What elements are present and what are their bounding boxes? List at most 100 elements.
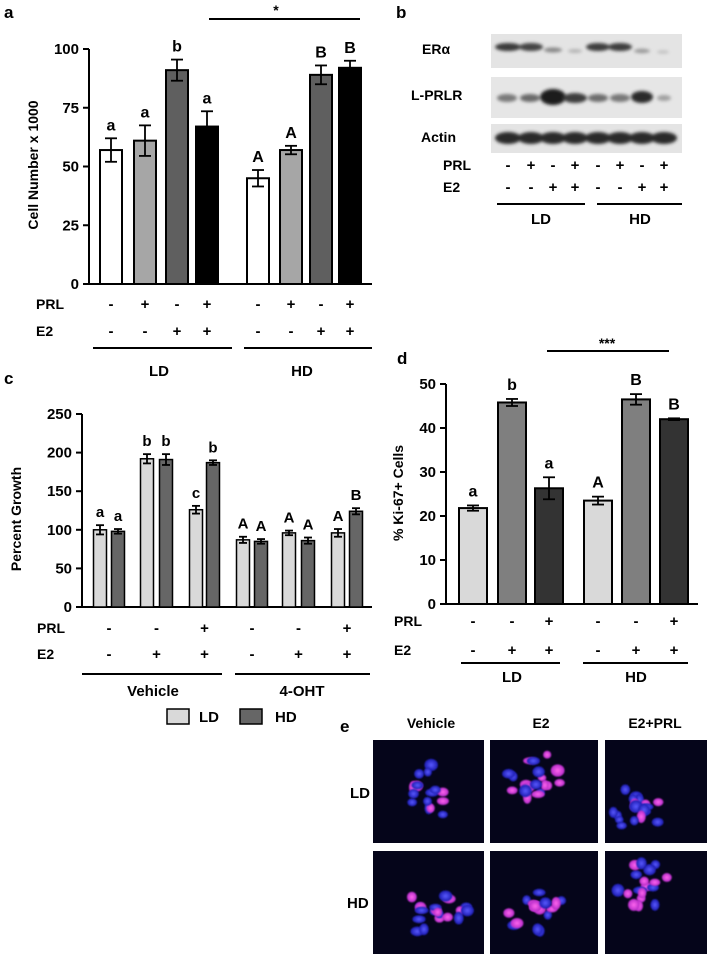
panel-c-legend: LD HD [166,708,297,726]
dapi-nucleus [608,806,618,818]
panel-a-bar [338,66,362,285]
panel-d-ld-group-label: LD [502,669,522,686]
panel-d-e2-label: E2 [394,642,411,658]
panel-a-ld-group-label: LD [149,363,169,380]
panel-c-bar-letter: b [161,433,170,450]
panel-c-bar-ld [188,508,204,608]
ki67-positive-nucleus [623,889,633,899]
panel-b-prl-sign: + [527,157,536,174]
panel-c-bar-letter: a [114,508,123,525]
panel-d-y-ticks: 0 10 20 30 40 50 [419,376,446,613]
panel-c-y-tick-label: 100 [47,522,72,539]
panel-a-prl-sign: - [256,296,261,313]
panel-b-e2-sign: - [506,179,511,196]
panel-d-bar [583,499,613,606]
legend-hd-swatch [239,708,263,725]
panel-a-bar [99,149,123,285]
panel-c-vehicle-group-label: Vehicle [127,683,179,700]
panel-d-prl-sign: - [510,613,515,630]
panel-a-y-ticks: 0 25 50 75 100 [54,41,89,293]
panel-a-bar-letter: a [203,90,212,107]
dapi-nucleus [529,779,542,790]
ki67-positive-nucleus [554,778,565,787]
panel-d-bar [534,487,564,605]
panel-a-bar [246,177,270,285]
if-image-ld-e2 [490,740,598,843]
ki67-positive-nucleus [550,764,565,777]
panel-a-bar-letter: b [172,39,182,56]
panel-e-row-ld: LD [350,785,370,802]
panel-d-prl-sign: - [471,613,476,630]
dapi-nucleus [630,870,642,880]
panel-c-bar-ld [139,458,155,608]
dapi-nucleus [543,910,552,920]
panel-d-y-tick-label: 50 [419,376,436,393]
legend-ld-label: LD [199,709,219,726]
dapi-nucleus [429,785,441,795]
panel-d-significance-letters: a b a A B B [469,372,680,500]
ki67-positive-nucleus [540,779,549,791]
panel-b-prl-sign: - [551,157,556,174]
dapi-nucleus [539,897,552,909]
panel-e-row-hd: HD [347,895,369,912]
panel-d-y-tick-label: 10 [419,552,436,569]
panel-d-bar-letter: a [469,483,478,500]
panel-d-bar [659,418,689,606]
ki67-positive-nucleus [406,891,417,903]
panel-a-e2-sign: - [256,323,261,340]
panel-a-bar-letter: a [141,104,150,121]
panel-b-prl-sign: + [571,157,580,174]
panel-c-e2-sign: - [250,646,255,663]
panel-a-bar [279,149,303,285]
panel-a-y-tick-label: 50 [62,159,79,176]
panel-b: b ERα L-PRLR Actin [396,3,682,228]
dapi-nucleus [620,784,631,795]
panel-d-e2-sign: - [596,642,601,659]
panel-a: a Cell Number x 1000 0 25 50 75 100 a a b a A A B B… [4,2,372,380]
panel-c-bar-hd [348,510,364,608]
panel-e-col-e2: E2 [532,715,549,731]
panel-a-bar-letter: B [315,44,327,61]
dapi-nucleus [615,815,624,824]
if-image-hd-e2 [490,851,598,954]
dapi-nucleus [437,810,448,819]
panel-c-y-ticks: 0 50 100 150 200 250 [47,406,82,616]
panel-a-letter: a [4,3,14,22]
if-image-ld-e2prl [605,740,707,843]
panel-a-bar-letter: B [344,40,356,57]
panel-d-bar-letter: A [592,475,604,492]
panel-c-letter: c [4,369,13,388]
dapi-nucleus [502,768,516,779]
panel-a-prl-sign: - [175,296,180,313]
dapi-nucleus [532,888,546,897]
panel-c-e2-sign: + [200,646,209,663]
panel-b-e2-sign: - [596,179,601,196]
dapi-nucleus [411,781,424,790]
dapi-nucleus [650,898,660,911]
panel-a-e2-sign: - [289,323,294,340]
dapi-nucleus [419,923,429,936]
panel-c-bar-letter: B [351,487,362,504]
panel-c-bar-hd [110,530,126,608]
panel-c-e2-sign: - [107,646,112,663]
panel-d-bar [458,507,488,605]
panel-c-bar-letter: A [238,516,249,533]
legend-hd-label: HD [275,709,297,726]
panel-b-e2-sign: - [618,179,623,196]
dapi-nucleus [423,767,432,777]
dapi-nucleus [408,788,419,799]
ki67-positive-nucleus [628,898,640,911]
blot-era-strip [491,34,682,68]
panel-a-prl-sign: + [287,296,296,313]
panel-c-bar-hd [253,540,269,608]
dapi-nucleus [629,816,639,826]
panel-d-prl-sign: - [634,613,639,630]
panel-a-bar [133,139,157,285]
panel-a-prl-sign: - [319,296,324,313]
panel-a-prl-sign: + [141,296,150,313]
if-image-hd-vehicle-background [373,851,484,954]
panel-c-e2-sign: + [152,646,161,663]
panel-d-bar-letter: B [630,372,642,389]
